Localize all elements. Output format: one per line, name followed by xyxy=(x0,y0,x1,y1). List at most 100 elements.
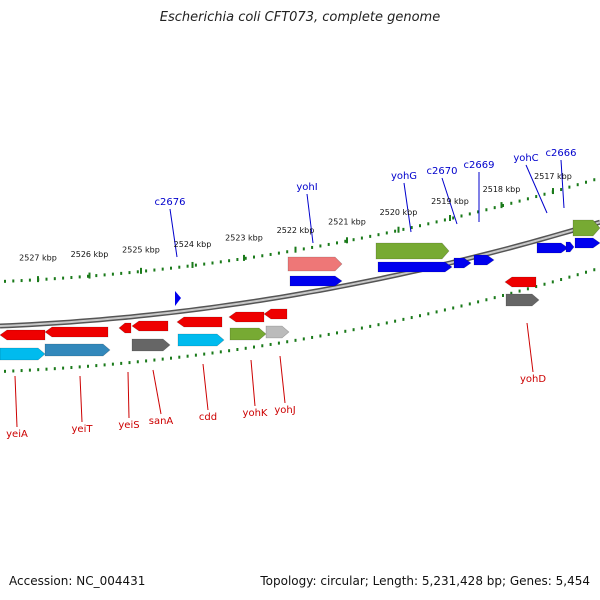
upper-tick xyxy=(136,270,139,274)
lower-tick xyxy=(294,338,297,342)
lower-tick xyxy=(551,280,554,284)
upper-tick xyxy=(128,271,131,275)
lower-tick xyxy=(502,293,504,297)
upper-tick xyxy=(178,265,181,269)
upper-tick xyxy=(161,267,164,271)
label-c2669: c2669 xyxy=(464,160,495,171)
lower-tick xyxy=(344,329,347,333)
upper-tick xyxy=(543,192,546,196)
label-yeiT: yeiT xyxy=(72,424,94,435)
lower-tick xyxy=(443,308,446,312)
lower-tick xyxy=(526,287,529,291)
lower-tick xyxy=(352,328,355,332)
gene-c2670 xyxy=(453,257,472,269)
upper-tick xyxy=(443,218,446,222)
leader-c2666 xyxy=(560,159,565,209)
lower-tick xyxy=(543,282,546,286)
kbp-label: 2521 kbp xyxy=(328,218,366,227)
upper-tick xyxy=(211,261,214,265)
kbp-major-tick xyxy=(191,261,194,268)
accession-text: Accession: NC_004431 xyxy=(9,574,146,588)
upper-tick xyxy=(277,251,280,255)
kbp-label: 2524 kbp xyxy=(174,240,212,249)
kbp-label: 2517 kbp xyxy=(534,172,572,181)
lower-tick xyxy=(410,316,413,320)
upper-tick xyxy=(302,247,305,251)
lower-tick xyxy=(87,364,89,368)
lower-tick xyxy=(70,366,73,370)
lower-tick xyxy=(360,326,363,330)
map-title: Escherichia coli CFT073, complete genome xyxy=(159,10,441,25)
lower-tick xyxy=(228,349,231,353)
kbp-major-tick xyxy=(37,276,39,283)
upper-tick xyxy=(12,279,15,283)
upper-tick xyxy=(261,254,264,258)
gene-cdd-product xyxy=(177,333,225,347)
upper-tick xyxy=(336,241,338,245)
lower-tick xyxy=(261,344,264,348)
lower-tick xyxy=(136,360,139,364)
lower-tick xyxy=(369,324,372,328)
gene-yeiT xyxy=(44,326,109,338)
kbp-label: 2522 kbp xyxy=(277,226,315,235)
upper-tick xyxy=(485,208,488,212)
leader-c2676 xyxy=(169,208,178,258)
upper-tick xyxy=(518,199,521,203)
upper-tick xyxy=(70,276,73,280)
upper-tick xyxy=(4,279,6,283)
lower-tick xyxy=(178,355,181,359)
upper-tick xyxy=(269,252,272,256)
lower-tick xyxy=(219,350,222,354)
lower-tick xyxy=(111,362,114,366)
lower-tick xyxy=(427,312,430,316)
label-c2676: c2676 xyxy=(155,197,186,208)
lower-tick xyxy=(153,358,156,362)
upper-tick xyxy=(560,188,563,192)
lower-tick xyxy=(394,319,397,323)
upper-tick xyxy=(394,229,397,233)
upper-tick xyxy=(28,278,31,282)
gene-yohK-product xyxy=(229,327,267,341)
upper-tick xyxy=(95,274,98,278)
lower-tick xyxy=(244,346,247,350)
lower-tick xyxy=(336,331,338,335)
kbp-label: 2526 kbp xyxy=(71,250,109,259)
leader-cdd xyxy=(202,363,209,411)
lower-tick xyxy=(253,345,255,349)
upper-tick xyxy=(20,279,23,283)
kbp-label: 2527 kbp xyxy=(19,253,57,262)
lower-tick xyxy=(560,278,563,282)
leader-c2670 xyxy=(441,177,458,225)
upper-tick xyxy=(219,260,222,264)
gene-sanA-product xyxy=(131,338,171,352)
gene-yohG xyxy=(377,261,453,273)
upper-tick xyxy=(170,266,172,270)
label-yohI: yohI xyxy=(296,182,317,193)
lower-tick xyxy=(37,368,40,372)
label-yohC: yohC xyxy=(513,153,538,164)
upper-tick xyxy=(402,227,405,231)
upper-tick xyxy=(435,220,438,224)
gene-c2666-product xyxy=(572,219,600,237)
label-c2666: c2666 xyxy=(546,148,577,159)
lower-tick xyxy=(286,340,289,344)
upper-tick xyxy=(510,201,513,205)
lower-tick xyxy=(311,335,314,339)
lower-tick xyxy=(327,332,330,336)
gene-yohI xyxy=(289,275,343,287)
upper-tick xyxy=(194,263,197,267)
upper-tick xyxy=(286,250,289,254)
upper-tick xyxy=(319,244,322,248)
label-cdd: cdd xyxy=(199,412,217,423)
lower-tick xyxy=(170,356,172,360)
lower-tick xyxy=(120,361,123,365)
upper-tick xyxy=(385,231,388,235)
lower-tick xyxy=(452,306,455,310)
upper-tick xyxy=(419,224,421,228)
lower-tick xyxy=(277,341,280,345)
label-yeiA: yeiA xyxy=(6,429,28,440)
label-yeiS: yeiS xyxy=(118,420,139,431)
upper-tick xyxy=(153,268,156,272)
gene-yohC xyxy=(536,242,569,254)
